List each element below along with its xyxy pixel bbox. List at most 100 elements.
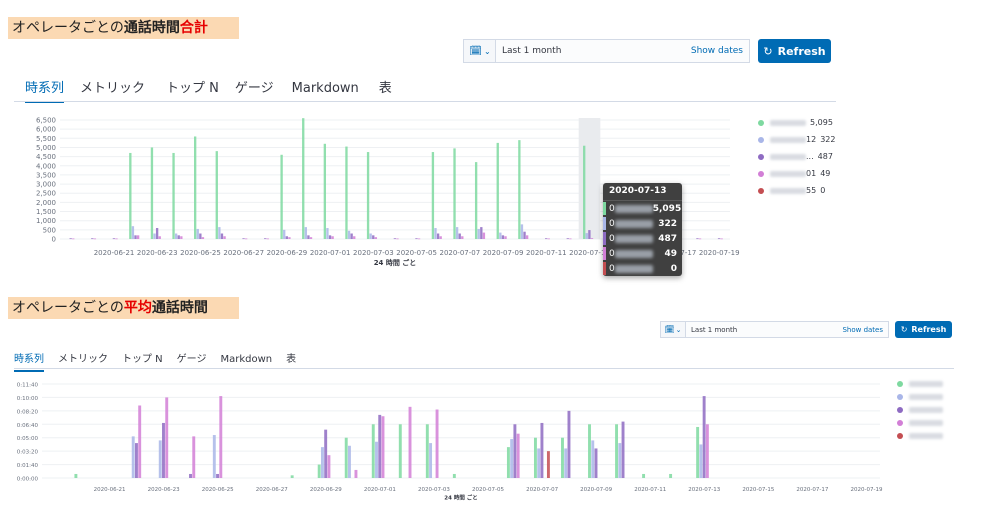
legend-item[interactable]: 01 49 — [758, 169, 830, 178]
tab-label: 表 — [286, 354, 297, 365]
tab-gauge[interactable]: ゲージ — [235, 77, 274, 96]
bar-2020-07-06-s4 — [516, 433, 520, 478]
legend-item[interactable] — [897, 433, 943, 439]
bar-2020-07-02-s2 — [347, 230, 351, 239]
chart-average-duration[interactable]: 0:00:00 0:01:40 0:03:20 0:05:00 0:06:40 0:08:… — [14, 378, 884, 508]
bar-2020-07-11-s4 — [547, 238, 550, 240]
bar-2020-07-03-s1 — [366, 152, 370, 239]
x-tick-label: 2020-06-21 — [94, 487, 126, 493]
bar-2020-07-07-s1 — [453, 148, 456, 239]
legend-item[interactable] — [897, 420, 943, 426]
bar-2020-06-23-s2 — [153, 233, 156, 239]
x-tick-label: 2020-07-13 — [569, 249, 610, 257]
bar-2020-07-07-s3 — [458, 233, 461, 239]
bar-2020-06-30-s2 — [348, 445, 351, 478]
show-dates-link[interactable]: Show dates — [842, 325, 883, 334]
bar-2020-07-13-s3 — [702, 396, 706, 478]
y-tick-label: 0:08:20 — [17, 409, 39, 415]
bar-2020-07-04-s1 — [452, 473, 456, 478]
tab-table[interactable]: 表 — [379, 77, 392, 96]
tab-label: Markdown — [291, 81, 359, 96]
bar-2020-07-09-s2 — [499, 232, 502, 239]
bar-2020-06-25-s2 — [212, 435, 216, 478]
title-part-3: 合計 — [179, 20, 208, 36]
y-tick-label: 0:06:40 — [17, 423, 39, 429]
bar-2020-06-24-s3 — [177, 235, 180, 239]
tab-top-n[interactable]: トップ N — [122, 350, 163, 365]
tooltip-name-prefix: 0 — [609, 248, 615, 259]
time-range-field[interactable]: Last 1 month Show dates — [685, 321, 889, 338]
bar-2020-07-07-s4 — [461, 236, 464, 239]
legend-name-suffix: 01 — [806, 169, 817, 178]
bar-2020-07-10-s2 — [618, 443, 622, 478]
bar-2020-07-12-s3 — [566, 238, 569, 240]
legend-name-redacted — [909, 433, 943, 439]
bar-2020-07-01-s4 — [331, 236, 334, 239]
bar-2020-06-21-s4 — [115, 238, 118, 240]
bar-2020-06-22-s1 — [129, 152, 132, 239]
legend-name-redacted — [770, 153, 806, 160]
bar-2020-07-04-s3 — [393, 238, 397, 240]
legend-item[interactable] — [897, 407, 943, 413]
legend-item[interactable]: 5,095 — [758, 118, 833, 127]
tab-top-n[interactable]: トップ N — [166, 77, 219, 96]
tab-timeseries[interactable]: 時系列 — [25, 77, 65, 103]
bar-2020-07-13-s1 — [583, 145, 586, 239]
bar-2020-07-13-s4 — [705, 424, 709, 478]
bar-2020-07-06-s2 — [510, 439, 514, 478]
legend-item[interactable]: 55 0 — [758, 186, 825, 195]
bar-2020-07-01-s3 — [378, 414, 382, 478]
bar-2020-06-24-s2 — [174, 233, 178, 239]
legend-item[interactable]: ... 487 — [758, 152, 833, 161]
tab-label: メトリック — [80, 81, 146, 96]
tab-timeseries[interactable]: 時系列 — [14, 350, 44, 372]
hover-band — [578, 118, 601, 239]
tooltip-name-prefix: 0 — [609, 233, 615, 244]
bar-2020-07-10-s4 — [525, 235, 529, 239]
tab-gauge[interactable]: ゲージ — [177, 350, 207, 365]
tab-metric[interactable]: メトリック — [80, 77, 145, 96]
date-picker-toggle[interactable]: 🗓︎ ⌄ — [463, 39, 496, 63]
refresh-button[interactable]: ↻ Refresh — [895, 321, 952, 338]
x-tick-label: 2020-07-07 — [439, 249, 480, 257]
tooltip-row: 0 49 — [603, 246, 682, 261]
show-dates-link[interactable]: Show dates — [690, 46, 743, 56]
tab-table[interactable]: 表 — [286, 350, 296, 365]
x-tick-label: 2020-06-23 — [137, 249, 178, 257]
tab-label: ゲージ — [176, 354, 207, 365]
legend-value: 49 — [820, 169, 831, 178]
legend-item[interactable] — [897, 381, 943, 387]
x-tick-label: 2020-07-11 — [634, 487, 666, 493]
tooltip-row: 0 5,095 — [603, 201, 682, 216]
bar-2020-07-06-s1 — [506, 447, 510, 478]
chart-total-duration[interactable]: 05001,0001,5002,0002,5003,0003,5004,0004… — [14, 110, 744, 275]
x-tick-label: 2020-07-01 — [310, 249, 351, 257]
time-range-field[interactable]: Last 1 month Show dates — [495, 39, 750, 63]
refresh-label: Refresh — [777, 44, 826, 58]
bar-2020-06-23-s4 — [165, 397, 169, 478]
tooltip-value: 49 — [664, 248, 677, 259]
refresh-button[interactable]: ↻ Refresh — [758, 39, 831, 63]
legend-item[interactable] — [897, 394, 943, 400]
refresh-icon: ↻ — [900, 325, 908, 334]
bar-2020-07-03-s2 — [369, 233, 372, 239]
x-tick-label: 2020-07-15 — [742, 487, 774, 493]
bar-2020-06-28-s4 — [266, 238, 269, 240]
legend-item[interactable]: 12 322 — [758, 135, 835, 144]
chevron-down-icon: ⌄ — [484, 46, 491, 56]
tab-markdown[interactable]: Markdown — [292, 81, 359, 96]
bar-2020-07-10-s2 — [520, 224, 524, 239]
x-tick-label: 2020-07-09 — [580, 487, 612, 493]
tooltip-series-name: 0 — [609, 234, 653, 244]
legend-dot — [758, 119, 764, 126]
tab-metric[interactable]: メトリック — [58, 350, 108, 365]
bar-2020-07-13-s2 — [699, 444, 703, 478]
x-tick-label: 2020-07-09 — [483, 249, 524, 257]
bar-2020-07-03-s1 — [425, 424, 429, 478]
legend-name-redacted — [770, 119, 806, 126]
tab-markdown[interactable]: Markdown — [220, 354, 272, 365]
bar-2020-06-22-s3 — [134, 235, 137, 239]
legend-name-redacted — [770, 170, 806, 177]
date-picker-toggle[interactable]: 🗓︎ ⌄ — [660, 321, 685, 338]
bar-2020-06-20-s4 — [93, 238, 97, 240]
